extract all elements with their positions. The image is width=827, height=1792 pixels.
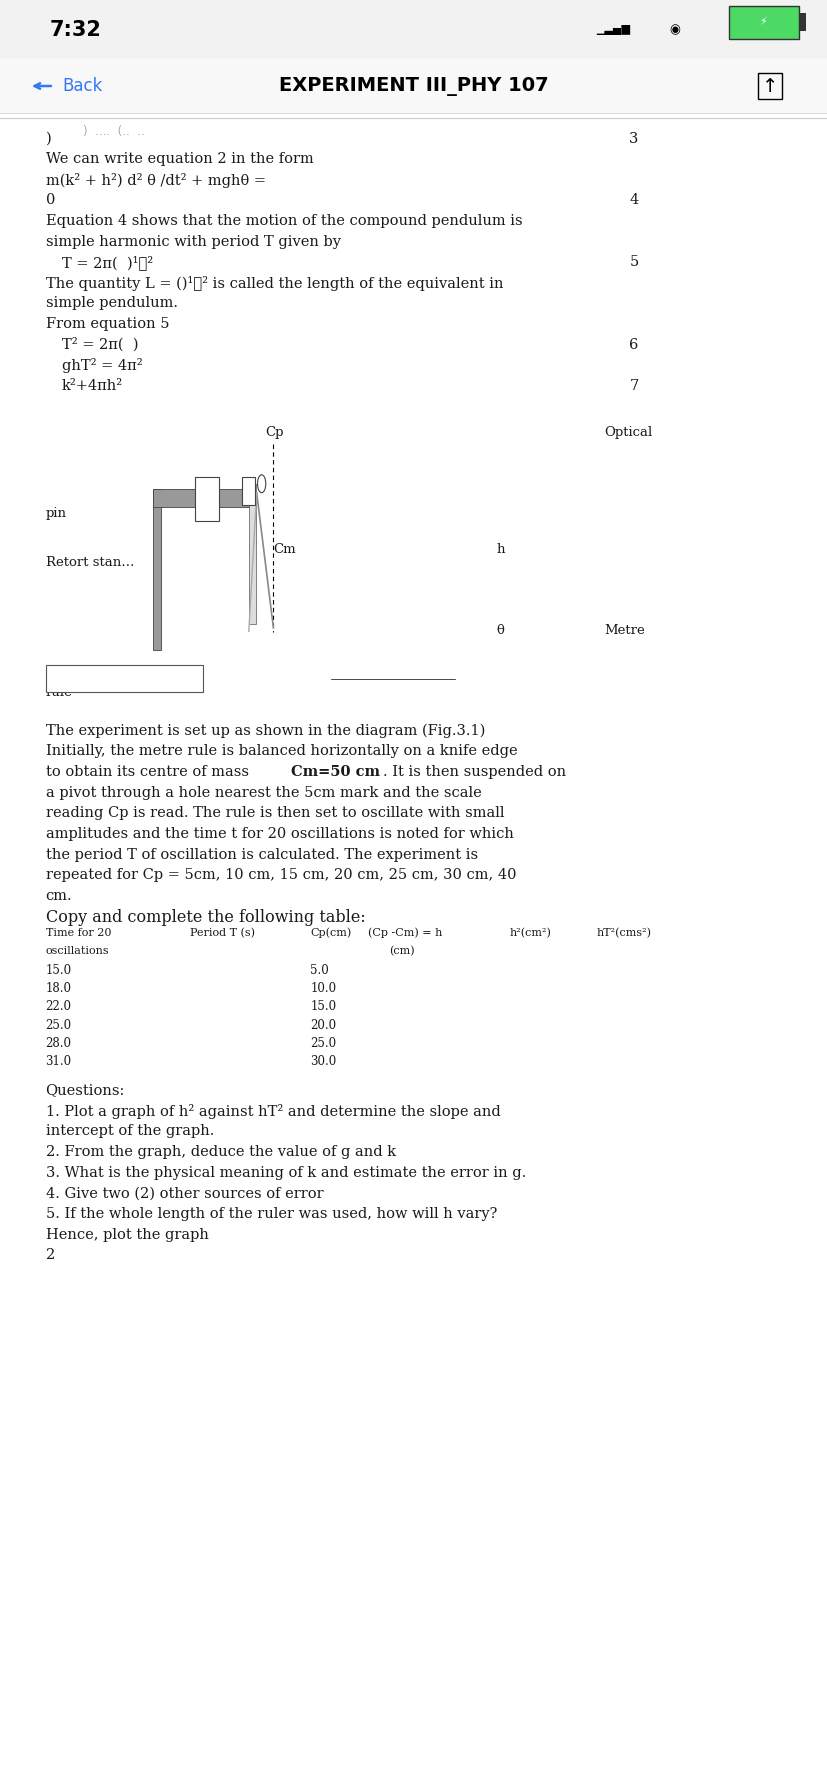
Text: 31.0: 31.0 (45, 1055, 72, 1068)
Text: We can write equation 2 in the form: We can write equation 2 in the form (45, 152, 313, 167)
Text: reading Cp is read. The rule is then set to oscillate with small: reading Cp is read. The rule is then set… (45, 806, 504, 821)
Text: Questions:: Questions: (45, 1084, 125, 1097)
Bar (0, 59, 827, 113)
Text: the period T of oscillation is calculated. The experiment is: the period T of oscillation is calculate… (45, 848, 477, 862)
Text: oscillations: oscillations (45, 946, 109, 957)
Text: 5.0: 5.0 (310, 964, 329, 977)
Text: 22.0: 22.0 (45, 1000, 71, 1014)
Text: Copy and complete the following table:: Copy and complete the following table: (45, 909, 365, 926)
Text: Cm=50 cm: Cm=50 cm (291, 765, 380, 780)
Text: ⚡: ⚡ (758, 18, 767, 27)
Text: 25.0: 25.0 (45, 1018, 72, 1032)
Text: (Cp -Cm) = h: (Cp -Cm) = h (368, 928, 442, 939)
Text: 25.0: 25.0 (310, 1038, 337, 1050)
Text: 18.0: 18.0 (45, 982, 71, 995)
Text: 2: 2 (45, 1249, 55, 1262)
Text: (cm): (cm) (389, 946, 414, 957)
Text: repeated for Cp = 5cm, 10 cm, 15 cm, 20 cm, 25 cm, 30 cm, 40: repeated for Cp = 5cm, 10 cm, 15 cm, 20 … (45, 867, 515, 882)
Text: hT²(cms²): hT²(cms²) (595, 928, 650, 939)
Text: . It is then suspended on: . It is then suspended on (382, 765, 565, 780)
Bar (241, 477, 255, 505)
Text: rule: rule (45, 686, 72, 699)
Text: h: h (496, 543, 504, 556)
Text: θ: θ (496, 624, 504, 636)
Text: intercept of the graph.: intercept of the graph. (45, 1125, 213, 1138)
Text: 2. From the graph, deduce the value of g and k: 2. From the graph, deduce the value of g… (45, 1145, 395, 1159)
Text: ghT² = 4π²: ghT² = 4π² (62, 358, 142, 373)
Text: 15.0: 15.0 (45, 964, 72, 977)
Text: 20.0: 20.0 (310, 1018, 337, 1032)
Text: 10.0: 10.0 (310, 982, 337, 995)
Text: T = 2π(  )¹ᐟ²: T = 2π( )¹ᐟ² (62, 254, 153, 271)
Bar (194, 477, 219, 521)
Text: )  ....  (..  ..: ) .... (.. .. (83, 125, 145, 138)
Bar (249, 484, 256, 624)
Text: 3. What is the physical meaning of k and estimate the error in g.: 3. What is the physical meaning of k and… (45, 1167, 525, 1179)
Text: ▁▃▅▇: ▁▃▅▇ (595, 25, 629, 34)
Text: 0: 0 (45, 194, 55, 208)
Text: 7: 7 (629, 378, 638, 392)
Text: h²(cm²): h²(cm²) (509, 928, 551, 939)
Bar (798, 13, 805, 30)
Text: Cp: Cp (265, 426, 283, 439)
Text: 3: 3 (629, 131, 638, 145)
Text: 7:32: 7:32 (50, 20, 102, 39)
Text: a pivot through a hole nearest the 5cm mark and the scale: a pivot through a hole nearest the 5cm m… (45, 785, 480, 799)
Text: k²+4πh²: k²+4πh² (62, 378, 123, 392)
Text: 15.0: 15.0 (310, 1000, 337, 1014)
Text: ◉: ◉ (662, 23, 681, 36)
Text: m(k² + h²) d² θ /dt² + mghθ =: m(k² + h²) d² θ /dt² + mghθ = (45, 172, 265, 188)
Text: simple harmonic with period T given by: simple harmonic with period T given by (45, 235, 340, 249)
Text: 4: 4 (629, 194, 638, 208)
Text: to obtain its centre of mass: to obtain its centre of mass (45, 765, 253, 780)
Text: simple pendulum.: simple pendulum. (45, 296, 177, 310)
Text: Cm: Cm (273, 543, 295, 556)
Bar (728, 5, 798, 38)
Text: ): ) (45, 131, 51, 145)
Text: Cp(cm): Cp(cm) (310, 928, 351, 939)
Text: T² = 2π(  ): T² = 2π( ) (62, 337, 138, 351)
Text: ↑: ↑ (761, 77, 777, 95)
Text: Hence, plot the graph: Hence, plot the graph (45, 1228, 208, 1242)
Text: Back: Back (62, 77, 103, 95)
Text: 5. If the whole length of the ruler was used, how will h vary?: 5. If the whole length of the ruler was … (45, 1208, 496, 1220)
Bar (153, 489, 252, 507)
Text: amplitudes and the time t for 20 oscillations is noted for which: amplitudes and the time t for 20 oscilla… (45, 826, 513, 840)
Text: The experiment is set up as shown in the diagram (Fig.3.1): The experiment is set up as shown in the… (45, 724, 485, 738)
Text: 4. Give two (2) other sources of error: 4. Give two (2) other sources of error (45, 1186, 323, 1201)
Text: Period T (s): Period T (s) (190, 928, 256, 939)
Text: Equation 4 shows that the motion of the compound pendulum is: Equation 4 shows that the motion of the … (45, 213, 522, 228)
Text: Time for 20: Time for 20 (45, 928, 111, 937)
Text: Initially, the metre rule is balanced horizontally on a knife edge: Initially, the metre rule is balanced ho… (45, 744, 517, 758)
Text: EXPERIMENT III_PHY 107: EXPERIMENT III_PHY 107 (279, 77, 548, 95)
Text: 5: 5 (629, 254, 638, 269)
Text: pin: pin (45, 507, 66, 520)
Bar (153, 489, 161, 650)
Text: cm.: cm. (45, 889, 72, 903)
Text: 28.0: 28.0 (45, 1038, 71, 1050)
Text: From equation 5: From equation 5 (45, 317, 169, 332)
Text: The quantity L = ()¹ᐟ² is called the length of the equivalent in: The quantity L = ()¹ᐟ² is called the len… (45, 276, 503, 290)
Text: Optical: Optical (604, 426, 652, 439)
Text: 30.0: 30.0 (310, 1055, 337, 1068)
Bar (45, 665, 203, 692)
Text: Metre: Metre (604, 624, 644, 636)
Text: Retort stan…: Retort stan… (45, 556, 134, 570)
Bar (0, 0, 827, 59)
Text: 6: 6 (629, 337, 638, 351)
Text: 1. Plot a graph of h² against hT² and determine the slope and: 1. Plot a graph of h² against hT² and de… (45, 1104, 500, 1118)
